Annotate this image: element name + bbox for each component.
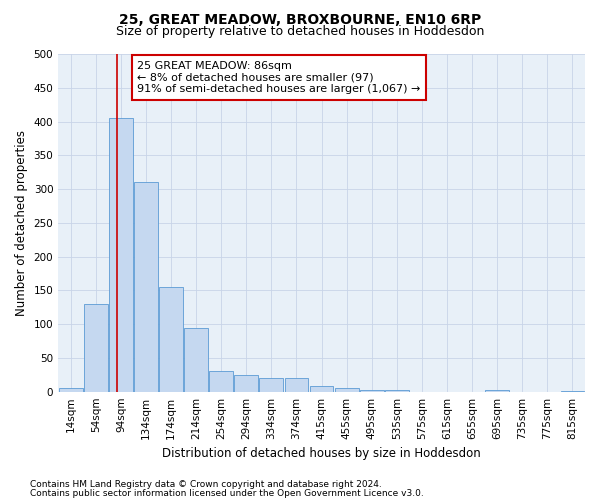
Text: 25 GREAT MEADOW: 86sqm
← 8% of detached houses are smaller (97)
91% of semi-deta: 25 GREAT MEADOW: 86sqm ← 8% of detached …: [137, 61, 421, 94]
Bar: [209, 372, 233, 392]
Bar: [235, 375, 258, 392]
X-axis label: Distribution of detached houses by size in Hoddesdon: Distribution of detached houses by size …: [162, 447, 481, 460]
Text: Contains public sector information licensed under the Open Government Licence v3: Contains public sector information licen…: [30, 488, 424, 498]
Bar: [284, 378, 308, 392]
Bar: [184, 328, 208, 392]
Bar: [84, 304, 108, 392]
Bar: [310, 386, 334, 392]
Text: Contains HM Land Registry data © Crown copyright and database right 2024.: Contains HM Land Registry data © Crown c…: [30, 480, 382, 489]
Bar: [485, 390, 509, 392]
Text: 25, GREAT MEADOW, BROXBOURNE, EN10 6RP: 25, GREAT MEADOW, BROXBOURNE, EN10 6RP: [119, 12, 481, 26]
Bar: [385, 390, 409, 392]
Bar: [134, 182, 158, 392]
Text: Size of property relative to detached houses in Hoddesdon: Size of property relative to detached ho…: [116, 25, 484, 38]
Bar: [335, 388, 359, 392]
Bar: [59, 388, 83, 392]
Bar: [259, 378, 283, 392]
Bar: [159, 287, 183, 392]
Bar: [560, 391, 584, 392]
Bar: [109, 118, 133, 392]
Y-axis label: Number of detached properties: Number of detached properties: [15, 130, 28, 316]
Bar: [360, 390, 383, 392]
